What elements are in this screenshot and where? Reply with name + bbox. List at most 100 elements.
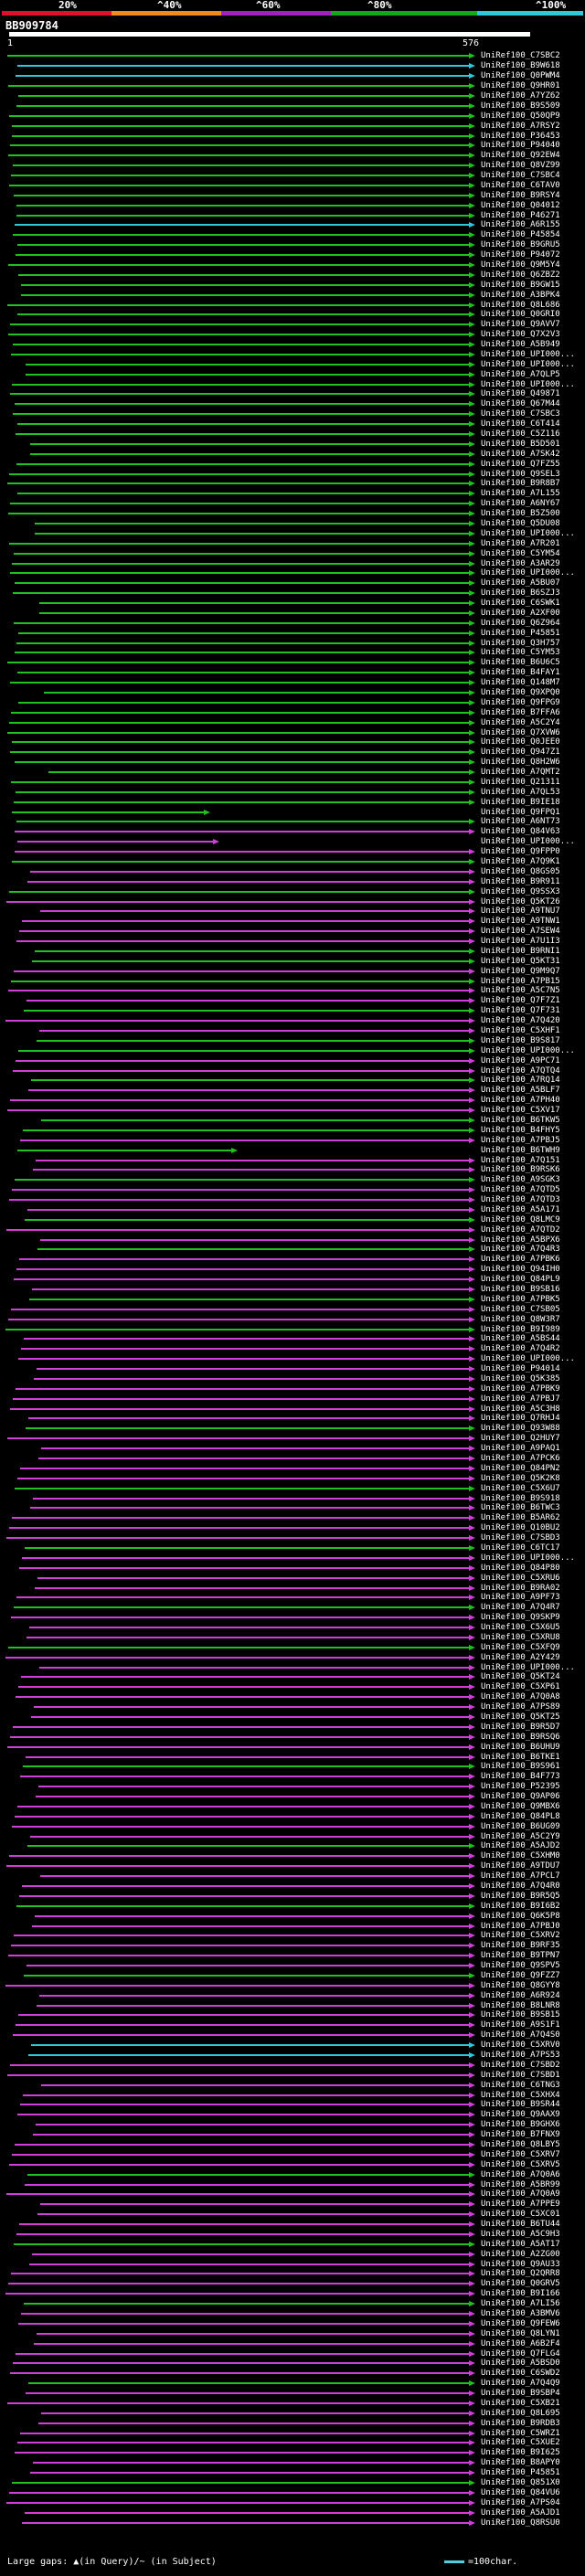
- hit-id[interactable]: UniRef100_Q9AU33: [481, 2260, 560, 2269]
- hit-id[interactable]: UniRef100_A7Q0A6: [481, 2170, 560, 2179]
- hit-id[interactable]: UniRef100_B9I989: [481, 1325, 560, 1334]
- hit-id[interactable]: UniRef100_A7QL53: [481, 788, 560, 797]
- hit-id[interactable]: UniRef100_Q2HUY7: [481, 1434, 560, 1443]
- hit-id[interactable]: UniRef100_Q5KT25: [481, 1712, 560, 1722]
- hit-id[interactable]: UniRef100_C6SWD2: [481, 2369, 560, 2378]
- hit-id[interactable]: UniRef100_A7Q4R3: [481, 1245, 560, 1254]
- hit-id[interactable]: UniRef100_C5WRZ1: [481, 2429, 560, 2438]
- hit-id[interactable]: UniRef100_C6TAV0: [481, 181, 560, 190]
- hit-id[interactable]: UniRef100_Q93W88: [481, 1424, 560, 1433]
- hit-id[interactable]: UniRef100_A7PS53: [481, 2051, 560, 2060]
- hit-id[interactable]: UniRef100_Q9AP06: [481, 1792, 560, 1801]
- hit-id[interactable]: UniRef100_Q9SPV5: [481, 1961, 560, 1970]
- hit-id[interactable]: UniRef100_A9TNW1: [481, 917, 560, 926]
- hit-id[interactable]: UniRef100_A5BS44: [481, 1334, 560, 1343]
- hit-id[interactable]: UniRef100_Q94IH0: [481, 1265, 560, 1274]
- hit-id[interactable]: UniRef100_A7U1I3: [481, 937, 560, 946]
- hit-id[interactable]: UniRef100_C5XRU6: [481, 1574, 560, 1583]
- hit-id[interactable]: UniRef100_C5XRV0: [481, 2041, 560, 2050]
- hit-id[interactable]: UniRef100_C6SWK1: [481, 599, 560, 608]
- hit-id[interactable]: UniRef100_B7FNX9: [481, 2130, 560, 2139]
- hit-id[interactable]: UniRef100_A7Q0A9: [481, 2189, 560, 2199]
- hit-id[interactable]: UniRef100_A7PS89: [481, 1702, 560, 1712]
- hit-id[interactable]: UniRef100_Q6K5P8: [481, 1912, 560, 1921]
- hit-id[interactable]: UniRef100_Q9M9Q7: [481, 967, 560, 976]
- hit-id[interactable]: UniRef100_A7Q4R0: [481, 1882, 560, 1891]
- hit-id[interactable]: UniRef100_A3AR29: [481, 559, 560, 568]
- hit-id[interactable]: UniRef100_Q0GRI0: [481, 310, 560, 319]
- hit-id[interactable]: UniRef100_C7SBC3: [481, 409, 560, 419]
- hit-id[interactable]: UniRef100_B9SR44: [481, 2100, 560, 2109]
- hit-id[interactable]: UniRef100_Q0JEE0: [481, 737, 560, 747]
- hit-id[interactable]: UniRef100_C5XRU8: [481, 1633, 560, 1642]
- hit-id[interactable]: UniRef100_Q8LMC9: [481, 1215, 560, 1224]
- hit-id[interactable]: UniRef100_A2ZG00: [481, 2250, 560, 2259]
- hit-id[interactable]: UniRef100_A6B2F4: [481, 2339, 560, 2348]
- hit-id[interactable]: UniRef100_B9I625: [481, 2448, 560, 2457]
- hit-id[interactable]: UniRef100_A7QTD3: [481, 1195, 560, 1204]
- hit-id[interactable]: UniRef100_B6UHU9: [481, 1743, 560, 1752]
- hit-id[interactable]: UniRef100_B9R911: [481, 877, 560, 886]
- hit-id[interactable]: UniRef100_A7Q0A8: [481, 1692, 560, 1701]
- hit-id[interactable]: UniRef100_A7PB15: [481, 977, 560, 986]
- hit-id[interactable]: UniRef100_Q84PL8: [481, 1812, 560, 1821]
- hit-id[interactable]: UniRef100_C5XHX4: [481, 2091, 560, 2100]
- hit-id[interactable]: UniRef100_B5Z500: [481, 509, 560, 518]
- hit-id[interactable]: UniRef100_C5XC01: [481, 2210, 560, 2219]
- hit-id[interactable]: UniRef100_A5BPX6: [481, 1235, 560, 1245]
- hit-id[interactable]: UniRef100_B9GHX6: [481, 2120, 560, 2129]
- hit-id[interactable]: UniRef100_Q148M7: [481, 678, 560, 687]
- hit-id[interactable]: UniRef100_Q92EW4: [481, 151, 560, 160]
- hit-id[interactable]: UniRef100_A5BLF7: [481, 1086, 560, 1095]
- hit-id[interactable]: UniRef100_Q9AAX9: [481, 2110, 560, 2119]
- hit-id[interactable]: UniRef100_B9S918: [481, 1494, 560, 1503]
- hit-id[interactable]: UniRef100_Q5DU08: [481, 519, 560, 528]
- hit-id[interactable]: UniRef100_B6UG09: [481, 1822, 560, 1831]
- hit-id[interactable]: UniRef100_B8LNR8: [481, 2001, 560, 2010]
- hit-id[interactable]: UniRef100_B5AR62: [481, 1513, 560, 1522]
- hit-id[interactable]: UniRef100_Q8VZ99: [481, 161, 560, 170]
- hit-id[interactable]: UniRef100_Q5KT24: [481, 1672, 560, 1681]
- hit-id[interactable]: UniRef100_A9TDU7: [481, 1861, 560, 1871]
- hit-id[interactable]: UniRef100_A7SEW4: [481, 927, 560, 936]
- hit-id[interactable]: UniRef100_B8APY0: [481, 2458, 560, 2467]
- hit-id[interactable]: UniRef100_A5B949: [481, 340, 560, 349]
- hit-id[interactable]: UniRef100_Q84P80: [481, 1564, 560, 1573]
- hit-id[interactable]: UniRef100_Q9XPQ0: [481, 688, 560, 697]
- hit-id[interactable]: UniRef100_A5AT17: [481, 2240, 560, 2249]
- hit-id[interactable]: UniRef100_P45851: [481, 629, 560, 638]
- hit-id[interactable]: UniRef100_A6NY67: [481, 499, 560, 508]
- hit-id[interactable]: UniRef100_A5C7N5: [481, 986, 560, 995]
- hit-id[interactable]: UniRef100_Q6ZBZ2: [481, 270, 560, 280]
- hit-id[interactable]: UniRef100_C5XP61: [481, 1682, 560, 1691]
- hit-id[interactable]: UniRef100_B9I166: [481, 2289, 560, 2298]
- hit-id[interactable]: UniRef100_C5X6U5: [481, 1623, 560, 1632]
- hit-id[interactable]: UniRef100_UPI000...: [481, 1046, 575, 1055]
- hit-id[interactable]: UniRef100_B9RSK6: [481, 1165, 560, 1174]
- hit-id[interactable]: UniRef100_Q5KT31: [481, 957, 560, 966]
- hit-id[interactable]: UniRef100_A5BU07: [481, 578, 560, 588]
- hit-id[interactable]: UniRef100_A3BMV6: [481, 2309, 560, 2318]
- hit-id[interactable]: UniRef100_A7PBK6: [481, 1255, 560, 1264]
- hit-id[interactable]: UniRef100_A5AJD2: [481, 1841, 560, 1850]
- hit-id[interactable]: UniRef100_A7QLP5: [481, 370, 560, 379]
- hit-id[interactable]: UniRef100_C5XRV2: [481, 1931, 560, 1940]
- hit-id[interactable]: UniRef100_P45851: [481, 2468, 560, 2477]
- hit-id[interactable]: UniRef100_Q7FZ55: [481, 460, 560, 469]
- hit-id[interactable]: UniRef100_C5X6U7: [481, 1484, 560, 1493]
- hit-id[interactable]: UniRef100_UPI000...: [481, 1663, 575, 1672]
- hit-id[interactable]: UniRef100_Q10BU2: [481, 1523, 560, 1532]
- hit-id[interactable]: UniRef100_Q50QP9: [481, 111, 560, 121]
- hit-id[interactable]: UniRef100_A7PBJ0: [481, 1922, 560, 1931]
- hit-id[interactable]: UniRef100_A7Q151: [481, 1156, 560, 1165]
- hit-id[interactable]: UniRef100_A7RQ14: [481, 1076, 560, 1085]
- hit-id[interactable]: UniRef100_A7R201: [481, 539, 560, 548]
- hit-id[interactable]: UniRef100_B9RNI1: [481, 947, 560, 956]
- hit-id[interactable]: UniRef100_A3BPK4: [481, 291, 560, 300]
- hit-id[interactable]: UniRef100_P45854: [481, 230, 560, 239]
- hit-id[interactable]: UniRef100_A6R155: [481, 220, 560, 229]
- hit-id[interactable]: UniRef100_Q84PL9: [481, 1275, 560, 1284]
- hit-id[interactable]: UniRef100_Q21311: [481, 778, 560, 787]
- hit-id[interactable]: UniRef100_C6T414: [481, 419, 560, 429]
- hit-id[interactable]: UniRef100_Q7F731: [481, 1006, 560, 1015]
